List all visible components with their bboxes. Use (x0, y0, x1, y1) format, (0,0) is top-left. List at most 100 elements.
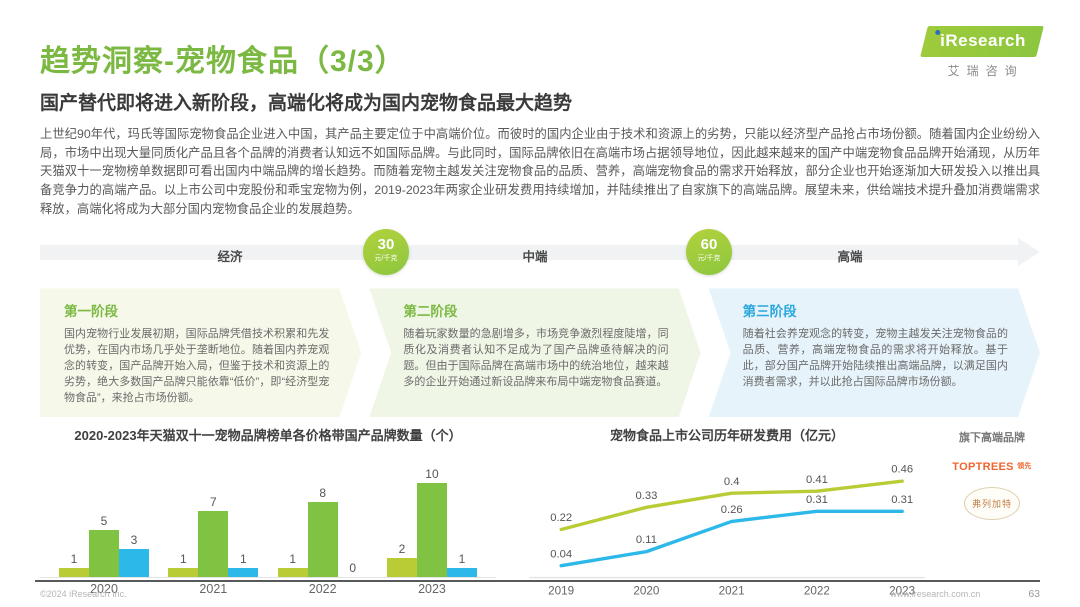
data-point-label: 0.46 (891, 464, 913, 476)
bar-value-label: 5 (100, 514, 108, 529)
bar-wrap: 1 (277, 551, 308, 578)
page-title: 趋势洞察-宠物食品（3/3） (40, 45, 406, 78)
data-point-label: 0.22 (550, 512, 572, 524)
x-axis-tick-label: 2023 (418, 582, 446, 597)
stage-text: 国内宠物行业发展初期，国际品牌凭借技术积累和先发优势，在国内市场几乎处于垄断地位… (64, 328, 330, 405)
timeline-segment-mid: 中端 (522, 250, 548, 265)
fregate-brand-badge: 弗列加特 (963, 487, 1020, 521)
bar-chart-title: 2020-2023年天猫双十一宠物品牌榜单各价格带国产品牌数量（个） (74, 428, 462, 444)
data-point-label: 0.11 (636, 534, 657, 546)
bar-wrap: 7 (198, 495, 229, 578)
line-chart-area: 宠物食品上市公司历年研发费用（亿元） 0.22 0.33 0.4 0.41 0.46 0.… (510, 425, 944, 607)
bar (386, 558, 417, 578)
price-marker-unit: 元/千克 (697, 255, 721, 263)
bar-value-label: 1 (289, 551, 296, 566)
logo-brand-chinese: 艾瑞咨询 (947, 64, 1024, 78)
logo-brand-text: iResearch (940, 31, 1027, 50)
footer-website: www.iresearch.com.cn (890, 589, 981, 599)
bar-group: 1 5 3 (56, 514, 152, 578)
stage-text: 随着玩家数量的急剧增多，市场竞争激烈程度陡增，同质化及消费者认知不足成为了国产品… (403, 328, 669, 389)
bar-wrap: 1 (168, 551, 199, 578)
bar-wrap: 8 (307, 485, 338, 578)
bar-value-label: 1 (179, 551, 187, 566)
premium-brands-panel: 旗下高端品牌 TOPTREES 领先 弗列加特 (944, 425, 1040, 607)
timeline-bar (40, 245, 1018, 261)
toptrees-brand-logo: TOPTREES 领先 (944, 461, 1040, 473)
bar-wrap: 3 (119, 532, 149, 578)
bar-group: 1 8 0 (275, 485, 371, 578)
x-axis-tick-label: 2022 (308, 582, 337, 597)
bar-value-label: 0 (349, 561, 356, 576)
bar (277, 567, 308, 578)
bar (307, 501, 338, 578)
line-series (559, 479, 904, 532)
iresearch-logo: iResearch 艾瑞咨询 (920, 26, 1044, 79)
data-point-label: 0.41 (806, 474, 828, 486)
toptrees-cn-suffix: 领先 (1017, 463, 1032, 471)
data-point-label: 0.04 (550, 548, 572, 560)
stage-card: 第三阶段 随着社会养宠观念的转变，宠物主越发关注宠物食品的品质、营养，高端宠物食… (709, 288, 1040, 417)
bar-value-label: 10 (425, 467, 439, 482)
bar (446, 567, 477, 578)
bar-value-label: 3 (130, 532, 138, 547)
data-point-label: 0.31 (891, 494, 913, 506)
premium-brands-label: 旗下高端品牌 (959, 432, 1025, 445)
price-marker-unit: 元/千克 (374, 255, 398, 263)
timeline-segment-high: 高端 (837, 250, 863, 265)
stage-title: 第一阶段 (64, 304, 118, 320)
bar-wrap: 1 (228, 551, 259, 578)
bar-value-label: 1 (239, 551, 247, 566)
charts-row: 2020-2023年天猫双十一宠物品牌榜单各价格带国产品牌数量（个） 1 5 3 1 7… (40, 425, 1040, 607)
bar-value-label: 1 (458, 551, 466, 566)
bar (198, 511, 229, 578)
bar (416, 483, 447, 578)
line-chart-svg: 0.22 0.33 0.4 0.41 0.46 0.04 0.11 0.26 0.31 0.31 2… (529, 464, 925, 598)
bar-value-label: 1 (70, 551, 78, 566)
bar-value-label: 7 (209, 495, 217, 510)
stage-title: 第二阶段 (403, 304, 458, 320)
footer-divider (35, 580, 1040, 582)
line-chart-card: 宠物食品上市公司历年研发费用（亿元） 0.22 0.33 0.4 0.41 0.46 0.… (510, 425, 1040, 607)
x-axis-tick-label: 2019 (548, 585, 574, 598)
bar-wrap: 5 (89, 514, 119, 578)
price-marker-value: 30 (377, 236, 395, 254)
price-band-timeline: 经济 中端 高端 30 元/千克 60 元/千克 (40, 228, 1040, 278)
bar (228, 567, 259, 578)
x-axis-tick-label: 2020 (633, 585, 660, 598)
bar (168, 567, 199, 578)
bar-wrap: 1 (59, 551, 89, 578)
bar-wrap: 0 (338, 561, 368, 577)
bar-group: 2 10 1 (384, 467, 480, 578)
slide-subtitle: 国产替代即将进入新阶段，高端化将成为国内宠物食品最大趋势 (40, 93, 573, 114)
bar-chart-categories: 2020 2021 2022 2023 (40, 582, 496, 596)
stage-text: 随着社会养宠观念的转变，宠物主越发关注宠物食品的品质、营养，高端宠物食品的需求将… (742, 328, 1008, 389)
data-point-label: 0.31 (806, 494, 828, 506)
stage-card: 第一阶段 国内宠物行业发展初期，国际品牌凭借技术积累和先发优势，在国内市场几乎处… (40, 288, 361, 417)
timeline-segment-economy: 经济 (217, 250, 243, 265)
x-axis-tick-label: 2023 (889, 585, 915, 598)
x-axis-tick-label: 2021 (719, 585, 745, 598)
bar (89, 530, 119, 578)
data-point-label: 0.33 (636, 490, 658, 502)
bar-chart-plot: 1 5 3 1 7 1 1 8 0 2 10 1 (40, 452, 496, 579)
data-point-label: 0.4 (724, 476, 740, 488)
bar-wrap: 10 (416, 467, 447, 578)
bar-wrap: 2 (386, 542, 417, 578)
footer-page-number: 63 (1028, 588, 1040, 600)
bar-group: 1 7 1 (165, 495, 261, 578)
stage-card: 第二阶段 随着玩家数量的急剧增多，市场竞争激烈程度陡增，同质化及消费者认知不足成… (369, 288, 700, 417)
bar-chart-card: 2020-2023年天猫双十一宠物品牌榜单各价格带国产品牌数量（个） 1 5 3 1 7… (40, 425, 510, 607)
slide-header: 趋势洞察-宠物食品（3/3） iResearch 艾瑞咨询 (40, 24, 1044, 80)
stage-title: 第三阶段 (742, 304, 797, 320)
price-marker-30: 30 元/千克 (363, 229, 409, 276)
bar-wrap: 1 (446, 551, 477, 578)
x-axis-tick-label: 2022 (804, 585, 830, 598)
footer-copyright: ©2024 iResearch Inc. (40, 589, 127, 599)
logo-parallelogram: iResearch (920, 26, 1044, 57)
bar-value-label: 2 (398, 542, 406, 557)
bar-value-label: 8 (319, 485, 326, 500)
line-chart-title: 宠物食品上市公司历年研发费用（亿元） (609, 428, 844, 444)
timeline-arrow-icon (1018, 238, 1040, 267)
x-axis-tick-label: 2021 (199, 582, 228, 597)
